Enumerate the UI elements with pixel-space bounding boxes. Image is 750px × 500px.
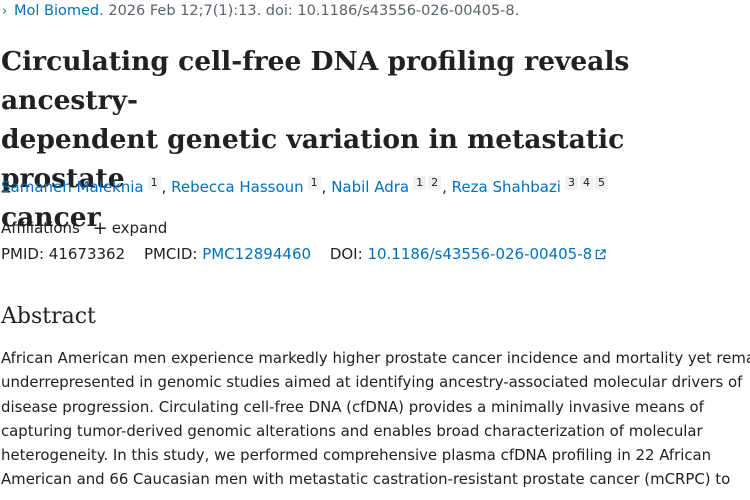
doi-link[interactable]: 10.1186/s43556-026-00405-8 xyxy=(367,245,606,263)
author-separator: , xyxy=(442,178,452,196)
plus-icon: + xyxy=(92,218,108,239)
expand-affiliations-button[interactable]: + expand xyxy=(92,218,168,239)
abstract-line: disease progression. Circulating cell-fr… xyxy=(1,397,704,416)
expand-label: expand xyxy=(111,219,168,237)
abstract-line: American and 66 Caucasian men with metas… xyxy=(1,470,731,489)
affiliation-badge[interactable]: 5 xyxy=(594,176,608,190)
external-link-icon xyxy=(595,249,606,260)
author-link[interactable]: Rebecca Hassoun xyxy=(171,178,304,196)
citation-details: 2026 Feb 12;7(1):13. doi: 10.1186/s43556… xyxy=(103,3,520,19)
pmcid-link[interactable]: PMC12894460 xyxy=(202,245,312,263)
pmid-value: 41673362 xyxy=(48,245,126,263)
abstract-text: African American men experience markedly… xyxy=(1,346,750,492)
article-title-line-2: dependent genetic variation in metastati… xyxy=(1,124,625,194)
abstract-line: underrepresented in genomic studies aime… xyxy=(1,373,743,392)
affiliations-label: Affiliations xyxy=(1,219,80,237)
article-title-line-1: Circulating cell-free DNA profiling reve… xyxy=(1,46,630,116)
affiliations-row: Affiliations + expand xyxy=(1,217,168,239)
affiliation-badge[interactable]: 2 xyxy=(428,176,442,190)
author-separator: , xyxy=(321,178,332,196)
affiliation-badge[interactable]: 1 xyxy=(413,176,427,190)
chevron-right-icon[interactable]: › xyxy=(2,4,8,19)
author-separator: , xyxy=(161,178,172,196)
citation-line: › Mol Biomed. 2026 Feb 12;7(1):13. doi: 1… xyxy=(2,3,519,19)
identifiers-row: PMID: 41673362 PMCID: PMC12894460 DOI: 1… xyxy=(1,245,606,263)
abstract-line: heterogeneity. In this study, we perform… xyxy=(1,446,712,465)
doi-label: DOI: xyxy=(329,245,363,263)
affiliation-badge[interactable]: 3 xyxy=(564,176,578,190)
author-link[interactable]: Nabil Adra xyxy=(331,178,410,196)
author-list: Samaneh Maleknia 1, Rebecca Hassoun 1, Nab… xyxy=(1,176,609,196)
affiliation-badge[interactable]: 4 xyxy=(579,176,593,190)
author-link[interactable]: Reza Shahbazi xyxy=(451,178,561,196)
abstract-line: African American men experience markedly… xyxy=(1,349,750,367)
doi-value: 10.1186/s43556-026-00405-8 xyxy=(367,245,593,263)
affiliation-badge[interactable]: 1 xyxy=(147,176,161,190)
article-title: Circulating cell-free DNA profiling reve… xyxy=(1,42,749,237)
affiliation-badge[interactable]: 1 xyxy=(307,176,321,190)
pmcid-label: PMCID: xyxy=(143,245,198,263)
author-link[interactable]: Samaneh Maleknia xyxy=(1,178,144,196)
pmid-label: PMID: xyxy=(1,245,45,263)
abstract-line: capturing tumor-derived genomic alterati… xyxy=(1,421,703,440)
abstract-heading: Abstract xyxy=(1,304,96,329)
journal-link[interactable]: Mol Biomed. xyxy=(14,3,104,19)
article-title-line-3: cancer xyxy=(1,202,101,233)
